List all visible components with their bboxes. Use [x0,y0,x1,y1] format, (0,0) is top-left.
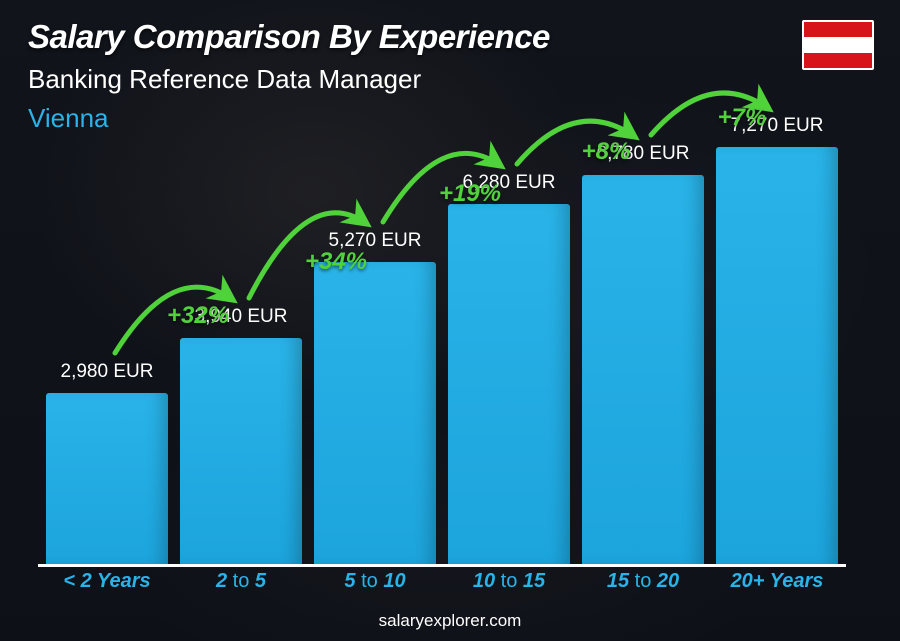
bar-slot: 3,940 EUR [180,306,302,564]
bar-slot: 7,270 EUR [716,115,838,564]
bar [716,147,838,564]
bar-value-label: 2,980 EUR [61,361,154,383]
footer-attribution: salaryexplorer.com [0,611,900,631]
x-labels: < 2 Years 2 to 5 5 to 10 10 to 15 15 to 20 20… [38,567,846,595]
bar [582,175,704,564]
bar-slot: 6,280 EUR [448,172,570,564]
bar-slot: 6,780 EUR [582,143,704,564]
bars-container: 2,980 EUR 3,940 EUR 5,270 EUR 6,280 EUR 6,78… [38,0,846,564]
chart-canvas: Salary Comparison By Experience Banking … [0,0,900,641]
x-axis-label: 10 to 15 [448,567,570,595]
x-axis-label: 5 to 10 [314,567,436,595]
bar-value-label: 5,270 EUR [329,230,422,252]
bar [448,204,570,564]
bar-value-label: 3,940 EUR [195,306,288,328]
bar [46,393,168,564]
bar-value-label: 7,270 EUR [731,115,824,137]
bar-slot: 2,980 EUR [46,361,168,564]
bar [180,338,302,564]
x-axis-label: 2 to 5 [180,567,302,595]
bar-value-label: 6,280 EUR [463,172,556,194]
x-axis-label: < 2 Years [46,567,168,595]
bar-slot: 5,270 EUR [314,230,436,564]
x-axis-label: 20+ Years [716,567,838,595]
chart-area: 2,980 EUR 3,940 EUR 5,270 EUR 6,280 EUR 6,78… [38,0,846,595]
x-axis-label: 15 to 20 [582,567,704,595]
bar-value-label: 6,780 EUR [597,143,690,165]
bar [314,262,436,564]
